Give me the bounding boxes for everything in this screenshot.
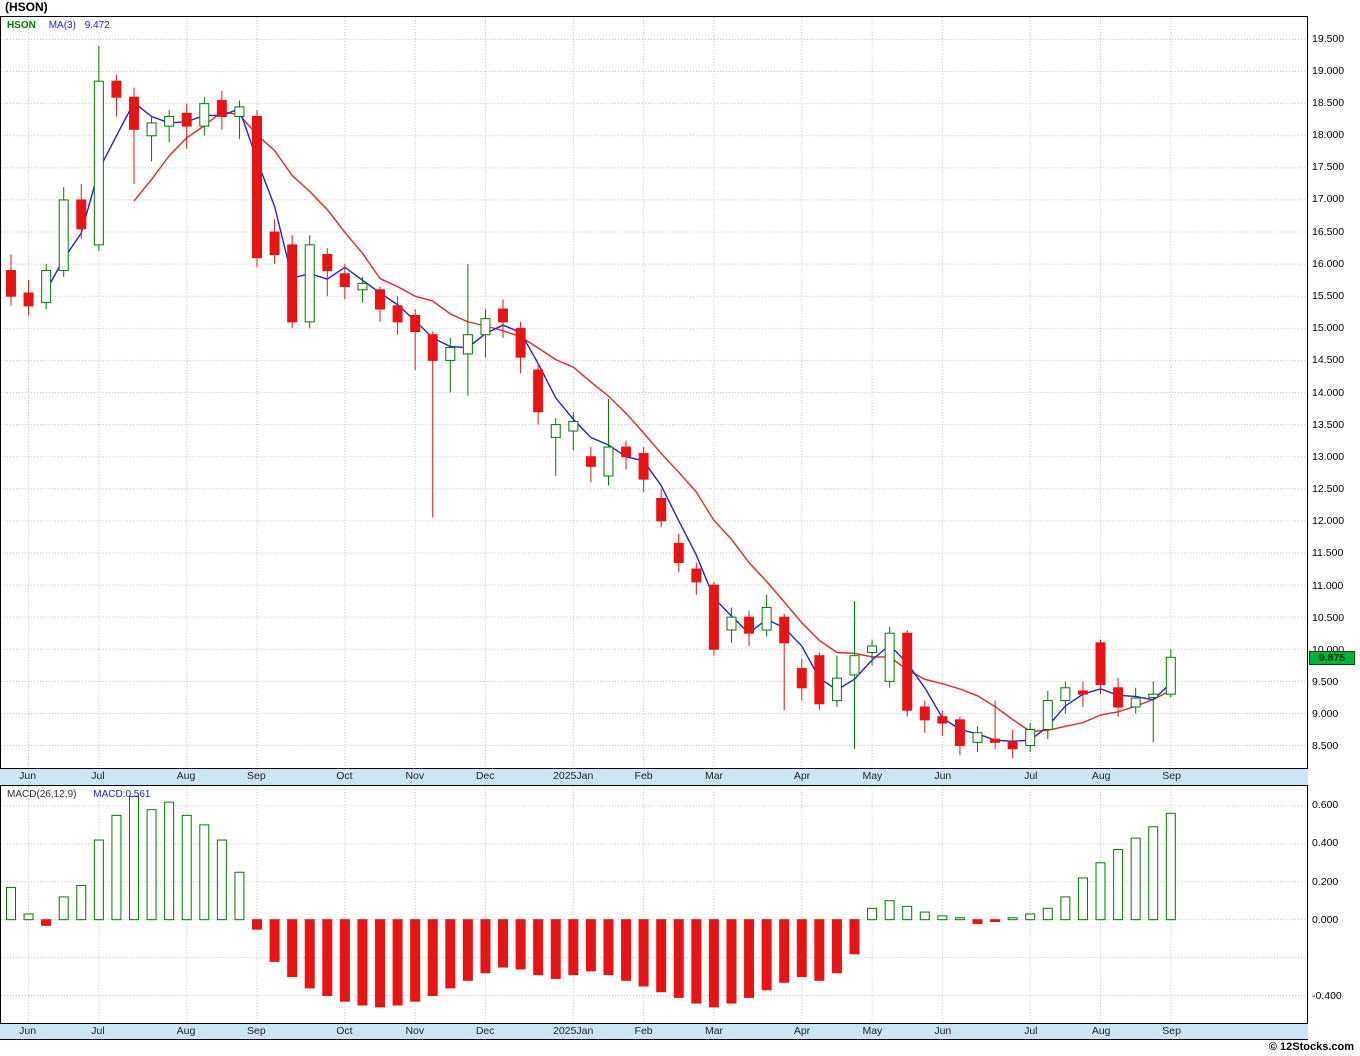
macd-plot-svg: [1, 786, 1307, 1023]
month-label: Oct: [336, 770, 353, 782]
macd-chart: MACD(26,12,9) MACD:0.561: [0, 785, 1308, 1024]
price-y-axis: 19.500 19.000 18.500 18.000 17.500 17.000 16.5…: [1308, 16, 1360, 769]
price-tick-label: 10.500: [1312, 611, 1345, 624]
price-tick-label: 9.500: [1312, 676, 1339, 689]
month-label: Mar: [704, 770, 724, 782]
month-label: May: [862, 1025, 883, 1037]
month-label: May: [862, 770, 883, 782]
macd-tick-label: -0.400: [1312, 990, 1342, 1003]
page-title: (HSON): [0, 0, 1360, 16]
month-label: Aug: [1091, 1025, 1111, 1037]
month-label: Aug: [176, 770, 196, 782]
month-label: Sep: [247, 770, 266, 782]
month-axis-bottom: Jun Jul Aug Sep Oct Nov Dec 2025Jan Feb Mar Apr May…: [0, 1024, 1308, 1040]
price-tick-label: 9.000: [1312, 708, 1339, 721]
month-label: 2025Jan: [553, 770, 594, 782]
price-tick-label: 11.500: [1312, 547, 1344, 560]
month-label: Jun: [19, 770, 37, 782]
macd-legend: MACD(26,12,9) MACD:0.561: [7, 789, 151, 800]
macd-tick-label: 0.400: [1312, 837, 1339, 850]
axis-spacer-top: [1308, 769, 1360, 785]
legend-symbol: HSON: [7, 20, 36, 31]
month-label: Jul: [91, 770, 105, 782]
month-label: Feb: [634, 770, 653, 782]
month-label: Sep: [1162, 770, 1181, 782]
month-label: Aug: [1091, 770, 1111, 782]
credit-watermark: © 12Stocks.com: [1268, 1041, 1354, 1053]
price-plot-svg: [1, 17, 1307, 768]
legend-ma-value: 9.472: [84, 20, 110, 31]
month-axis-top: Jun Jul Aug Sep Oct Nov Dec 2025Jan Feb Mar Apr May…: [0, 769, 1308, 785]
price-tick-label: 8.500: [1312, 740, 1339, 753]
price-tick-label: 15.000: [1312, 322, 1345, 335]
footer: © 12Stocks.com: [0, 1040, 1360, 1056]
macd-tick-label: 0.600: [1312, 799, 1339, 812]
macd-value-label: MACD:0.561: [93, 789, 151, 800]
price-chart: HSON MA(3) 9.472: [0, 16, 1308, 769]
macd-indicator-label: MACD(26,12,9): [7, 789, 77, 800]
price-tick-label: 11.000: [1312, 579, 1344, 592]
last-price-badge: 9.875: [1309, 650, 1355, 665]
month-label: Jun: [934, 1025, 952, 1037]
month-label: 2025Jan: [553, 1025, 594, 1037]
price-tick-label: 16.500: [1312, 225, 1345, 238]
month-label: Jun: [934, 770, 952, 782]
price-tick-label: 19.500: [1312, 32, 1345, 45]
month-label: Jun: [19, 1025, 37, 1037]
month-label: Oct: [336, 1025, 353, 1037]
axis-spacer-bottom: [1308, 1024, 1360, 1040]
month-label: Sep: [247, 1025, 266, 1037]
price-tick-label: 12.000: [1312, 515, 1345, 528]
legend-ma-label: MA(3): [48, 20, 76, 31]
price-tick-label: 18.500: [1312, 96, 1345, 109]
month-label: Apr: [793, 1025, 811, 1037]
month-label: Jul: [1024, 770, 1038, 782]
macd-y-axis: 0.600 0.400 0.200 0.000 -0.400: [1308, 785, 1360, 1024]
macd-tick-label: 0.000: [1312, 913, 1339, 926]
price-tick-label: 14.000: [1312, 386, 1345, 399]
price-tick-label: 12.500: [1312, 483, 1345, 496]
month-label: Nov: [405, 1025, 425, 1037]
price-legend: HSON MA(3) 9.472: [7, 20, 116, 31]
month-label: Mar: [704, 1025, 724, 1037]
month-label: Sep: [1162, 1025, 1181, 1037]
price-tick-label: 19.000: [1312, 64, 1345, 77]
price-tick-label: 17.500: [1312, 161, 1345, 174]
price-tick-label: 17.000: [1312, 193, 1345, 206]
month-label: Aug: [176, 1025, 196, 1037]
price-tick-label: 16.000: [1312, 257, 1345, 270]
month-label: Dec: [475, 1025, 495, 1037]
month-label: Nov: [405, 770, 425, 782]
price-tick-label: 18.000: [1312, 129, 1345, 142]
macd-tick-label: 0.200: [1312, 875, 1339, 888]
price-tick-label: 15.500: [1312, 289, 1345, 302]
month-label: Apr: [793, 770, 811, 782]
month-label: Jul: [1024, 1025, 1038, 1037]
month-label: Jul: [91, 1025, 105, 1037]
month-label: Dec: [475, 770, 495, 782]
price-tick-label: 13.500: [1312, 418, 1345, 431]
month-label: Feb: [634, 1025, 653, 1037]
price-tick-label: 14.500: [1312, 354, 1345, 367]
symbol-title: (HSON): [5, 0, 48, 14]
price-tick-label: 13.000: [1312, 450, 1345, 463]
